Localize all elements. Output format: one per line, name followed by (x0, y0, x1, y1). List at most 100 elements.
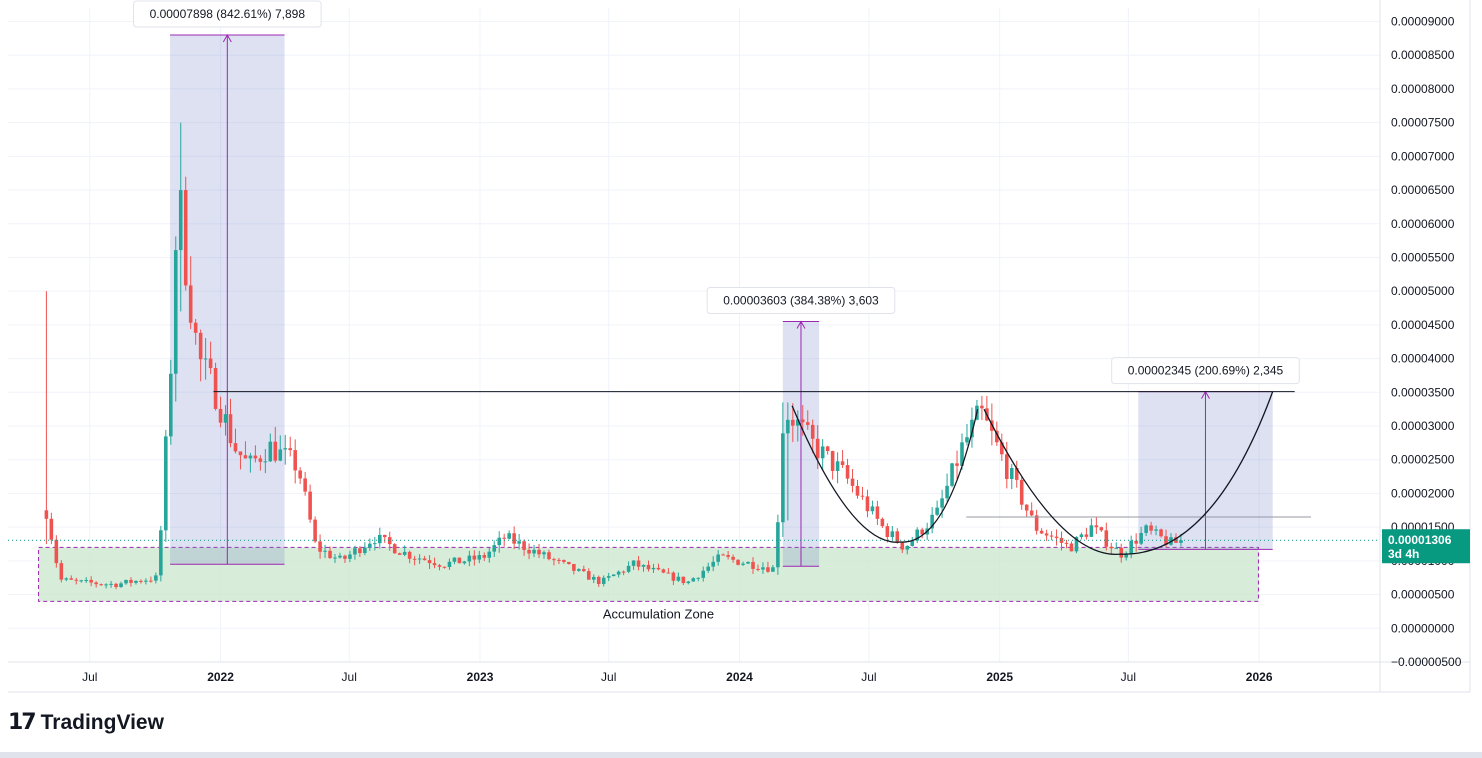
candle-body (472, 555, 477, 560)
tradingview-logo-text: TradingView (40, 710, 164, 734)
candle-body (930, 514, 934, 529)
y-tick-label: 0.00005500 (1391, 250, 1455, 264)
time-axis[interactable]: Jul 2022 Jul 2023 Jul 2024 Jul 2025 Jul 2026 (82, 670, 1273, 684)
candle-body (870, 506, 875, 512)
candle-body (1049, 535, 1054, 537)
candle-body (611, 574, 616, 577)
candle-body (447, 561, 452, 568)
x-tick-label: 2026 (1246, 670, 1273, 684)
candle-body (188, 285, 193, 323)
candle-body (835, 461, 840, 471)
range_3-callout-label: 0.00002345 (200.69%) 2,345 (1128, 364, 1284, 378)
candle-body (273, 441, 278, 461)
y-tick-label: 0.00002500 (1391, 453, 1455, 467)
candle-body (1019, 479, 1024, 505)
x-tick-label: Jul (601, 670, 616, 684)
candle-body (651, 567, 656, 570)
candle-body (1000, 442, 1004, 455)
candle-body (601, 577, 606, 584)
candle-body (1104, 530, 1109, 547)
candle-body (432, 563, 437, 566)
candle-body (482, 555, 487, 558)
candle-body (1089, 525, 1094, 537)
candle-body (268, 441, 273, 462)
y-tick-label: 0.00007500 (1391, 116, 1455, 130)
range_2-callout-box (706, 287, 896, 315)
y-tick-label: 0.00003000 (1391, 419, 1455, 433)
y-tick-label: 0.00007000 (1391, 149, 1455, 163)
candle-body (298, 470, 302, 479)
candle-body (691, 578, 696, 582)
candle-body (661, 569, 666, 573)
candle-body (512, 533, 516, 544)
candle-body (348, 554, 352, 559)
range_1-callout-label: 0.00007898 (842.61%) 7,898 (150, 7, 306, 21)
candle-body (537, 549, 541, 555)
candle-body (586, 571, 591, 580)
y-tick-label: 0.00008500 (1391, 48, 1455, 62)
candle-body (1064, 542, 1069, 544)
candle-body (248, 455, 253, 459)
candle-body (1124, 553, 1129, 558)
accumulation-zone-box (38, 546, 1259, 602)
current-price-value: 0.00001306 (1388, 533, 1452, 547)
candle-body (860, 495, 865, 497)
candle-body (547, 552, 551, 560)
candle-body (701, 570, 706, 578)
candle-body (567, 561, 571, 564)
candle-body (1084, 534, 1089, 537)
candle-body (109, 583, 113, 585)
candle-body (761, 567, 765, 570)
candle-body (1079, 534, 1084, 538)
candle-body (1174, 537, 1178, 543)
candle-body (134, 580, 138, 583)
current-price-badge (1382, 529, 1470, 564)
candle-body (278, 449, 283, 461)
candle-body (646, 564, 651, 570)
candle-body (517, 541, 521, 544)
candle-body (641, 564, 646, 567)
candle-body (800, 419, 805, 423)
candle-body (676, 576, 681, 581)
candle-body (303, 478, 307, 492)
candle-body (805, 422, 810, 425)
candle-body (965, 437, 969, 443)
y-tick-label: 0.00006000 (1391, 217, 1455, 231)
candle-body (771, 567, 775, 572)
y-tick-label: 0.00003500 (1391, 385, 1455, 399)
candle-body (114, 583, 118, 588)
candle-body (815, 438, 820, 459)
candle-body (840, 461, 845, 466)
candle-body (283, 448, 288, 450)
candle-body (1069, 543, 1074, 552)
price-axis[interactable]: 0.00009000 0.00008500 0.00008000 0.00007500… (1391, 14, 1462, 669)
candle-body (1114, 547, 1119, 549)
candle-body (74, 579, 79, 581)
candle-body (726, 555, 730, 557)
candle-body (795, 419, 800, 426)
candle-body (338, 555, 342, 558)
x-tick-label: Jul (82, 670, 97, 684)
candle-body (193, 322, 198, 333)
candle-body (791, 419, 795, 426)
candle-body (781, 433, 785, 523)
candle-body (621, 571, 626, 573)
candle-body (203, 358, 208, 360)
candle-body (243, 455, 248, 459)
candle-body (606, 576, 611, 578)
candle-body (626, 565, 631, 572)
candle-body (945, 485, 949, 499)
candle-body (950, 463, 954, 486)
range_1-callout-box (133, 0, 322, 28)
candle-body (129, 579, 133, 583)
tradingview-logo[interactable]: 17 TradingView (8, 710, 164, 735)
candle-body (507, 533, 511, 539)
candle-body (169, 373, 173, 437)
candle-body (238, 451, 243, 456)
candle-body (905, 545, 910, 550)
candle-body (442, 566, 447, 568)
candle-body (253, 455, 258, 459)
candle-body (358, 548, 362, 554)
candle-body (308, 491, 312, 520)
